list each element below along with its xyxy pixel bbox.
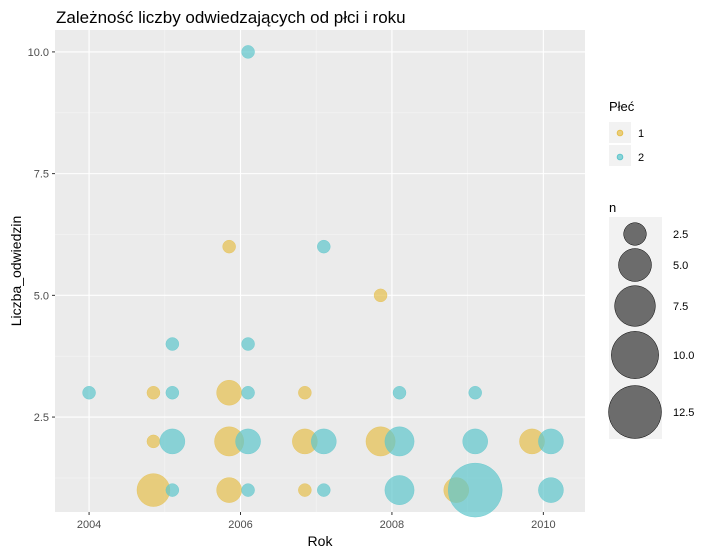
- y-tick-label: 5.0: [34, 290, 49, 302]
- data-point-sex-2: [538, 428, 564, 455]
- size-legend-title: n: [609, 200, 616, 215]
- data-point-sex-2: [82, 385, 96, 400]
- x-tick-label: 2004: [77, 519, 101, 531]
- data-point-sex-2: [235, 428, 261, 455]
- data-point-sex-2: [311, 428, 337, 455]
- data-point-sex-2: [165, 385, 180, 400]
- color-legend-label-1: 1: [638, 128, 644, 140]
- x-axis-title: Rok: [308, 533, 334, 549]
- data-point-sex-2: [165, 337, 180, 351]
- y-tick-label: 10.0: [28, 47, 49, 59]
- data-point-sex-2: [317, 483, 331, 497]
- data-point-sex-1: [136, 473, 171, 507]
- data-point-sex-1: [298, 483, 312, 497]
- size-legend-key: [611, 331, 659, 379]
- data-point-sex-2: [241, 385, 255, 400]
- y-tick-label: 7.5: [34, 169, 49, 181]
- data-point-sex-2: [447, 462, 503, 518]
- data-point-sex-2: [468, 385, 482, 400]
- size-legend-label: 2.5: [673, 229, 688, 241]
- data-point-sex-2: [241, 483, 255, 497]
- data-point-sex-2: [384, 475, 415, 505]
- data-point-sex-2: [165, 483, 180, 497]
- data-point-sex-1: [298, 385, 312, 400]
- data-point-sex-2: [159, 428, 186, 455]
- size-legend-label: 7.5: [673, 301, 688, 313]
- size-legend-key: [608, 385, 662, 439]
- data-point-sex-1: [146, 385, 161, 400]
- data-point-sex-2: [241, 45, 255, 59]
- data-point-sex-2: [317, 239, 331, 254]
- size-legend-key: [618, 248, 652, 282]
- y-axis-ticks: 2.5 5.0 7.5 10.0: [28, 47, 55, 424]
- size-legend: n 2.5 5.0 7.5 10.0 12.5: [608, 200, 694, 439]
- color-legend-key-2: [616, 153, 624, 161]
- color-legend-title: Płeć: [609, 99, 635, 114]
- data-point-sex-2: [462, 428, 488, 455]
- data-point-sex-1: [146, 434, 161, 449]
- x-tick-label: 2008: [380, 519, 404, 531]
- data-point-sex-2: [241, 337, 255, 351]
- data-point-sex-2: [392, 385, 407, 400]
- data-point-sex-2: [384, 426, 415, 457]
- data-point-sex-1: [216, 379, 242, 406]
- size-legend-label: 5.0: [673, 260, 688, 272]
- y-tick-label: 2.5: [34, 412, 49, 424]
- color-legend-key-1: [616, 129, 624, 137]
- y-axis-title: Liczba_odwiedzin: [8, 216, 24, 327]
- x-axis-ticks: 2004 2006 2008 2010: [77, 512, 556, 531]
- data-point-sex-1: [216, 477, 242, 503]
- x-tick-label: 2006: [228, 519, 252, 531]
- data-point-sex-2: [538, 477, 564, 503]
- data-point-sex-1: [222, 239, 236, 254]
- x-tick-label: 2010: [531, 519, 555, 531]
- size-legend-key: [623, 222, 647, 246]
- size-legend-key: [614, 285, 656, 327]
- color-legend: Płeć 1 2: [609, 99, 644, 166]
- data-point-sex-1: [373, 288, 388, 303]
- size-legend-label: 10.0: [673, 350, 694, 362]
- color-legend-label-2: 2: [638, 152, 644, 164]
- chart-title: Zależność liczby odwiedzających od płci …: [56, 8, 406, 27]
- size-legend-label: 12.5: [673, 407, 694, 419]
- data-points: [82, 45, 564, 518]
